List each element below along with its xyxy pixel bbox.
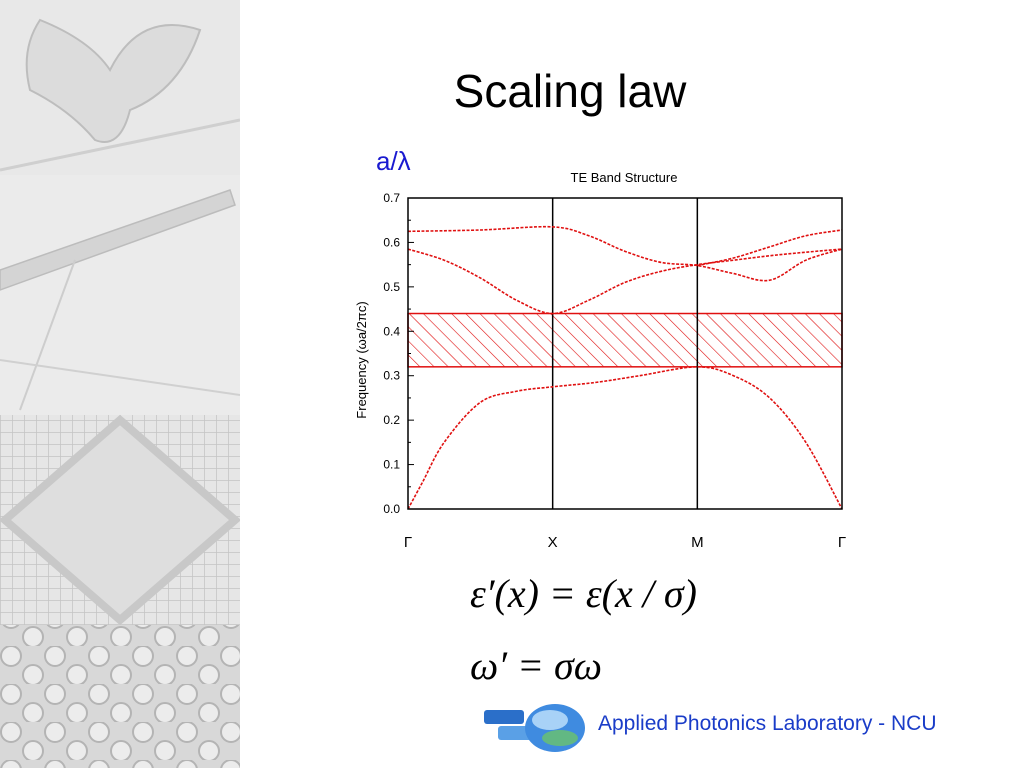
x-tick-label: Γ: [404, 534, 412, 551]
plot-frame: [407, 197, 843, 510]
band-curve-4: [697, 229, 843, 267]
y-tick-label: 0.1: [383, 458, 400, 472]
footer-branding: Applied Photonics Laboratory - NCU: [480, 696, 1020, 760]
y-tick-label: 0.7: [383, 191, 400, 205]
y-tick-label: 0.3: [383, 369, 400, 383]
y-tick-label: 0.0: [383, 502, 400, 516]
lab-logo-icon: [484, 704, 585, 752]
y-tick-label: 0.2: [383, 413, 400, 427]
scaling-equation-permittivity: ε′(x) = ε(x / σ): [470, 571, 697, 616]
band-curve-3: [407, 225, 843, 282]
hexagon-texture: [0, 625, 240, 768]
y-tick-label: 0.4: [383, 324, 400, 338]
scaling-equation-frequency: ω′ = σω: [470, 643, 602, 688]
x-tick-label: X: [548, 534, 558, 551]
x-tick-label: Γ: [838, 534, 846, 551]
band-curve-1: [407, 366, 843, 510]
sidebar-texture-panel: [0, 0, 240, 768]
axis-caption: a/λ: [376, 146, 411, 176]
band-curve-2: [407, 248, 843, 315]
slide-title: Scaling law: [453, 65, 687, 117]
symmetry-lines: [551, 198, 699, 509]
y-tick-label: 0.6: [383, 235, 400, 249]
band-curves: [407, 225, 843, 510]
band-gap-rect: [407, 312, 843, 368]
x-tick-label: M: [691, 534, 704, 551]
y-axis-label: Frequency (ωa/2πc): [354, 301, 369, 418]
band-structure-chart: TE Band Structure Frequency (ωa/2πc) 0.0…: [354, 170, 846, 551]
y-tick-label: 0.5: [383, 280, 400, 294]
lab-name: Applied Photonics Laboratory - NCU: [598, 712, 937, 735]
y-ticks: 0.0 0.1 0.2 0.3 0.4 0.5 0.6 0.7: [383, 191, 414, 516]
band-gap-region: [407, 312, 843, 368]
chart-title: TE Band Structure: [571, 170, 678, 185]
